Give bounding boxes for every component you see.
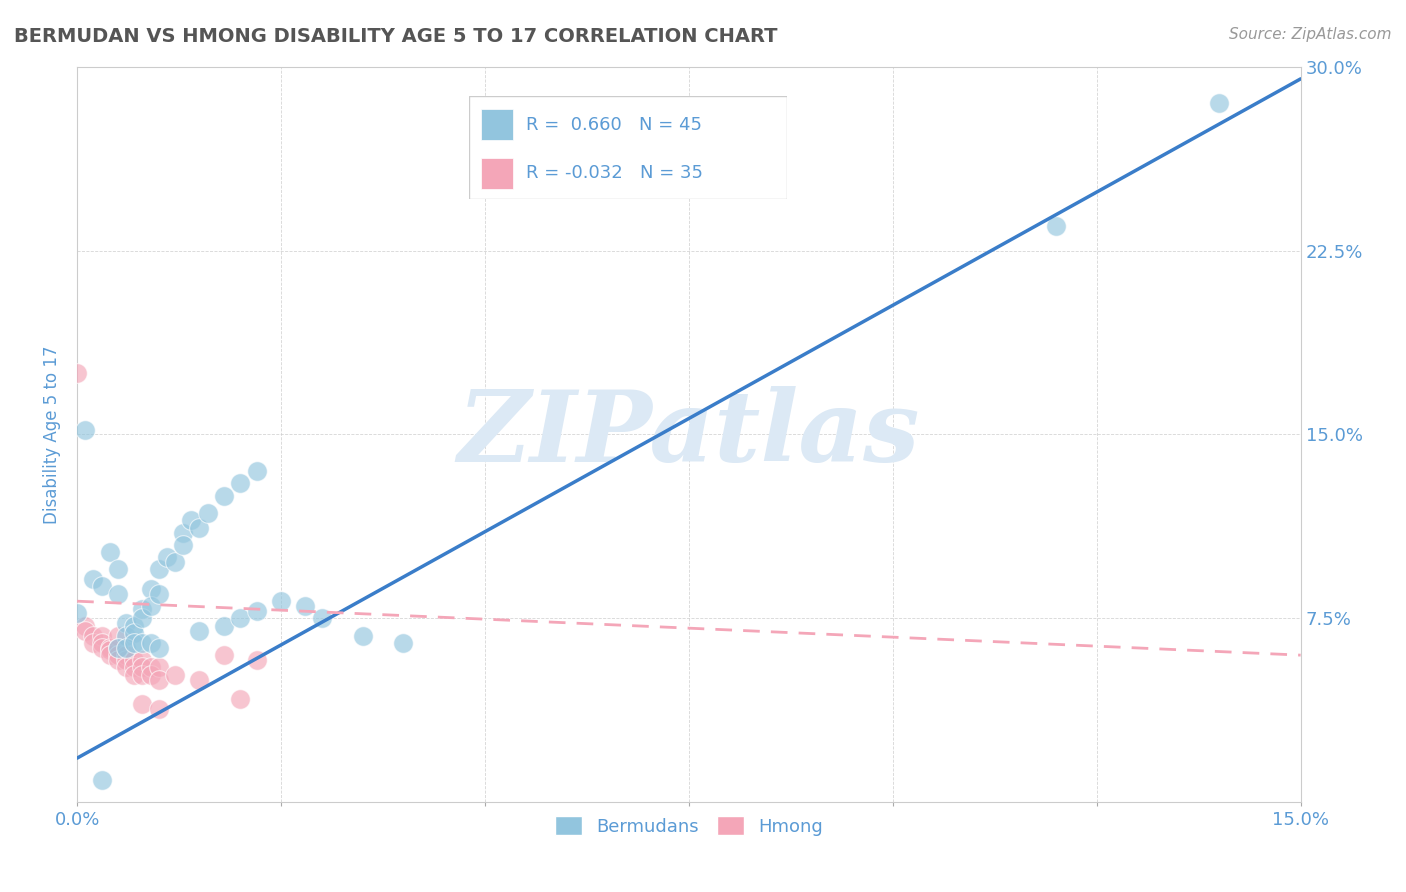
Point: [131, 601, 153, 615]
Point: [66, 607, 89, 621]
Point: [1045, 219, 1067, 233]
Point: [107, 640, 129, 655]
Text: Source: ZipAtlas.com: Source: ZipAtlas.com: [1229, 27, 1392, 42]
Point: [212, 489, 235, 503]
Point: [107, 653, 129, 667]
Point: [139, 660, 162, 674]
Point: [131, 611, 153, 625]
Point: [115, 616, 138, 631]
Point: [229, 611, 252, 625]
Point: [66, 366, 89, 380]
Legend: Bermudans, Hmong: Bermudans, Hmong: [546, 807, 832, 845]
Point: [82, 572, 104, 586]
Point: [163, 667, 186, 681]
Point: [156, 549, 179, 564]
Point: [122, 626, 145, 640]
Point: [139, 599, 162, 613]
Point: [212, 648, 235, 662]
Point: [98, 643, 121, 657]
Point: [188, 673, 211, 687]
Text: BERMUDAN VS HMONG DISABILITY AGE 5 TO 17 CORRELATION CHART: BERMUDAN VS HMONG DISABILITY AGE 5 TO 17…: [14, 27, 778, 45]
Point: [75, 624, 97, 638]
Point: [245, 464, 267, 478]
Point: [115, 628, 138, 642]
Point: [90, 579, 112, 593]
Point: [139, 667, 162, 681]
Point: [229, 476, 252, 491]
Point: [98, 648, 121, 662]
Y-axis label: Disability Age 5 to 17: Disability Age 5 to 17: [44, 345, 60, 524]
Point: [98, 640, 121, 655]
Point: [107, 628, 129, 642]
Point: [139, 582, 162, 596]
Point: [212, 618, 235, 632]
Point: [172, 525, 194, 540]
Point: [90, 640, 112, 655]
Point: [90, 628, 112, 642]
Point: [148, 640, 170, 655]
Point: [115, 648, 138, 662]
Point: [107, 648, 129, 662]
Point: [107, 587, 129, 601]
Point: [82, 628, 104, 642]
Point: [131, 667, 153, 681]
Point: [115, 660, 138, 674]
Point: [107, 640, 129, 655]
Point: [148, 702, 170, 716]
Point: [148, 587, 170, 601]
Point: [131, 697, 153, 711]
Text: ZIPatlas: ZIPatlas: [458, 386, 920, 483]
Point: [148, 562, 170, 576]
Point: [75, 618, 97, 632]
Point: [115, 653, 138, 667]
Point: [245, 653, 267, 667]
Point: [245, 604, 267, 618]
Point: [392, 636, 415, 650]
Point: [107, 562, 129, 576]
Point: [1208, 96, 1230, 111]
Point: [122, 667, 145, 681]
Point: [180, 513, 202, 527]
Point: [122, 618, 145, 632]
Point: [82, 636, 104, 650]
Point: [311, 611, 333, 625]
Point: [115, 640, 138, 655]
Point: [352, 628, 374, 642]
Point: [148, 673, 170, 687]
Point: [163, 555, 186, 569]
Point: [188, 521, 211, 535]
Point: [98, 545, 121, 559]
Point: [122, 636, 145, 650]
Point: [148, 660, 170, 674]
Point: [131, 653, 153, 667]
Point: [294, 599, 316, 613]
Point: [229, 692, 252, 706]
Point: [270, 594, 292, 608]
Point: [75, 423, 97, 437]
Point: [122, 660, 145, 674]
Point: [90, 773, 112, 788]
Point: [122, 653, 145, 667]
Point: [197, 506, 219, 520]
Point: [131, 636, 153, 650]
Point: [90, 636, 112, 650]
Point: [131, 660, 153, 674]
Point: [188, 624, 211, 638]
Point: [139, 636, 162, 650]
Point: [172, 538, 194, 552]
